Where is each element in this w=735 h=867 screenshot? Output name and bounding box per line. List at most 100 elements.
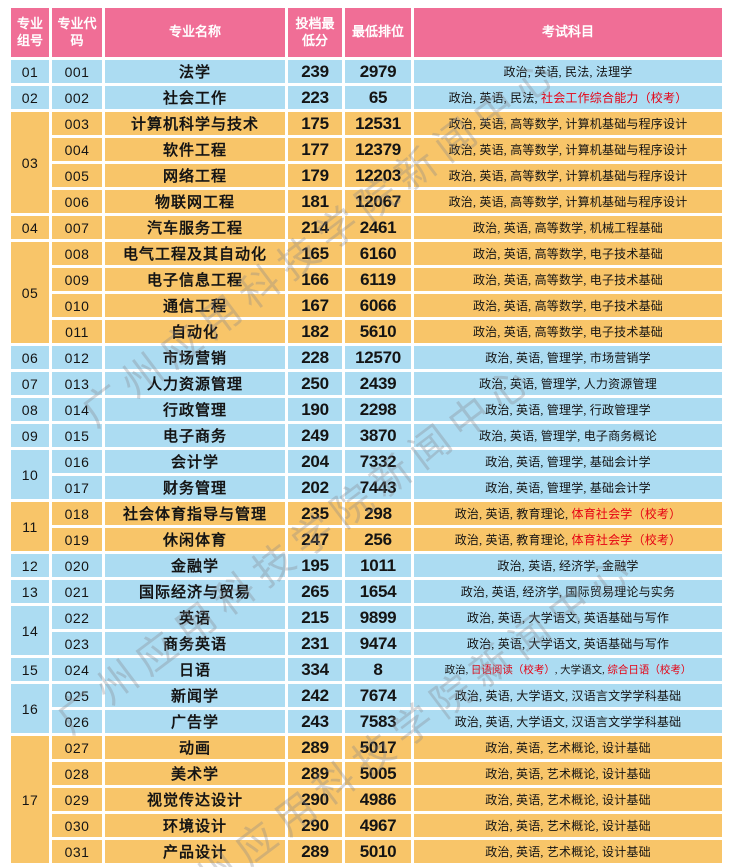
- major-code-cell: 018: [52, 502, 102, 525]
- min-score-cell: 242: [288, 684, 342, 707]
- group-number-cell: 09: [11, 424, 49, 447]
- min-rank-cell: 5017: [345, 736, 411, 759]
- min-rank-cell: 6160: [345, 242, 411, 265]
- major-code-cell: 014: [52, 398, 102, 421]
- exam-subjects-cell: 政治, 日语阅读（校考）, 大学语文, 综合日语（校考）: [414, 658, 722, 681]
- exam-subjects-cell: 政治, 英语, 民法, 社会工作综合能力（校考）: [414, 86, 722, 109]
- major-name-cell: 会计学: [105, 450, 285, 473]
- major-name-cell: 电子商务: [105, 424, 285, 447]
- min-score-cell: 182: [288, 320, 342, 343]
- min-rank-cell: 6119: [345, 268, 411, 291]
- major-code-cell: 020: [52, 554, 102, 577]
- exam-subjects-cell: 政治, 英语, 高等数学, 计算机基础与程序设计: [414, 190, 722, 213]
- min-score-cell: 289: [288, 840, 342, 863]
- subject-segment: 政治, 英语, 民法,: [448, 91, 541, 105]
- major-name-cell: 视觉传达设计: [105, 788, 285, 811]
- subject-segment: 政治, 英语, 大学语文, 英语基础与写作: [466, 637, 670, 651]
- exam-subjects-cell: 政治, 英语, 高等数学, 电子技术基础: [414, 268, 722, 291]
- min-score-cell: 166: [288, 268, 342, 291]
- table-row: 011 自动化 182 5610 政治, 英语, 高等数学, 电子技术基础: [11, 320, 722, 343]
- major-code-cell: 023: [52, 632, 102, 655]
- table-row: 02 002 社会工作 223 65 政治, 英语, 民法, 社会工作综合能力（校考）: [11, 86, 722, 109]
- table-header: 专业 组号 专业代 码 专业名称 投档最 低分 最低排位 考试科目: [11, 8, 722, 57]
- min-rank-cell: 12379: [345, 138, 411, 161]
- major-code-cell: 011: [52, 320, 102, 343]
- exam-subjects-cell: 政治, 英语, 高等数学, 计算机基础与程序设计: [414, 138, 722, 161]
- major-name-cell: 网络工程: [105, 164, 285, 187]
- major-name-cell: 计算机科学与技术: [105, 112, 285, 135]
- min-rank-cell: 9899: [345, 606, 411, 629]
- exam-subjects-cell: 政治, 英语, 艺术概论, 设计基础: [414, 814, 722, 837]
- major-code-cell: 009: [52, 268, 102, 291]
- min-rank-cell: 8: [345, 658, 411, 681]
- subject-segment: 政治, 英语, 高等数学, 计算机基础与程序设计: [448, 117, 688, 131]
- group-number-cell: 11: [11, 502, 49, 551]
- major-name-cell: 电气工程及其自动化: [105, 242, 285, 265]
- exam-subjects-cell: 政治, 英语, 经济学, 金融学: [414, 554, 722, 577]
- table-row: 06 012 市场营销 228 12570 政治, 英语, 管理学, 市场营销学: [11, 346, 722, 369]
- col-header-major-name: 专业名称: [105, 8, 285, 57]
- min-score-cell: 243: [288, 710, 342, 733]
- table-body: 01 001 法学 239 2979 政治, 英语, 民法, 法理学 02 002 社会工作 22…: [11, 60, 722, 863]
- major-name-cell: 法学: [105, 60, 285, 83]
- min-score-cell: 334: [288, 658, 342, 681]
- major-name-cell: 市场营销: [105, 346, 285, 369]
- table-row: 13 021 国际经济与贸易 265 1654 政治, 英语, 经济学, 国际贸易理论与实…: [11, 580, 722, 603]
- exam-subjects-cell: 政治, 英语, 教育理论, 体育社会学（校考）: [414, 502, 722, 525]
- min-rank-cell: 12570: [345, 346, 411, 369]
- min-score-cell: 249: [288, 424, 342, 447]
- min-rank-cell: 1654: [345, 580, 411, 603]
- table-row: 11 018 社会体育指导与管理 235 298 政治, 英语, 教育理论, 体育社会学（…: [11, 502, 722, 551]
- subject-segment: 政治, 英语, 管理学, 基础会计学: [485, 481, 651, 495]
- min-score-cell: 289: [288, 736, 342, 759]
- subject-segment-campus-exam: 日语阅读（校考）: [470, 665, 555, 676]
- subject-segment: 政治, 英语, 管理学, 人力资源管理: [479, 377, 657, 391]
- major-code-cell: 002: [52, 86, 102, 109]
- min-rank-cell: 5005: [345, 762, 411, 785]
- major-code-cell: 027: [52, 736, 102, 759]
- subject-segment-campus-exam: 社会工作综合能力（校考）: [541, 91, 688, 105]
- subject-segment: 政治, 英语, 大学语文, 英语基础与写作: [466, 611, 670, 625]
- group-number-cell: 12: [11, 554, 49, 577]
- major-code-cell: 010: [52, 294, 102, 317]
- col-header-major-code: 专业代 码: [52, 8, 102, 57]
- col-header-min-score: 投档最 低分: [288, 8, 342, 57]
- min-score-cell: 223: [288, 86, 342, 109]
- min-score-cell: 228: [288, 346, 342, 369]
- exam-subjects-cell: 政治, 英语, 大学语文, 英语基础与写作: [414, 632, 722, 655]
- subject-segment: 政治,: [444, 665, 471, 676]
- major-name-cell: 电子信息工程: [105, 268, 285, 291]
- min-rank-cell: 256: [345, 528, 411, 551]
- min-score-cell: 247: [288, 528, 342, 551]
- subject-segment: 政治, 英语, 管理学, 市场营销学: [485, 351, 651, 365]
- subject-segment: 政治, 英语, 高等数学, 机械工程基础: [472, 221, 663, 235]
- min-score-cell: 202: [288, 476, 342, 499]
- col-header-group-number: 专业 组号: [11, 8, 49, 57]
- table-row: 10 016 会计学 204 7332 政治, 英语, 管理学, 基础会计学: [11, 450, 722, 499]
- major-name-cell: 自动化: [105, 320, 285, 343]
- header-row: 专业 组号 专业代 码 专业名称 投档最 低分 最低排位 考试科目: [11, 8, 722, 57]
- exam-subjects-cell: 政治, 英语, 大学语文, 汉语言文学学科基础: [414, 710, 722, 733]
- major-name-cell: 财务管理: [105, 476, 285, 499]
- subject-segment: 政治, 英语, 艺术概论, 设计基础: [485, 819, 651, 833]
- exam-subjects-cell: 政治, 英语, 教育理论, 体育社会学（校考）: [414, 528, 722, 551]
- major-name-cell: 商务英语: [105, 632, 285, 655]
- exam-subjects-cell: 政治, 英语, 艺术概论, 设计基础: [414, 762, 722, 785]
- major-code-cell: 028: [52, 762, 102, 785]
- group-number-cell: 13: [11, 580, 49, 603]
- major-name-cell: 日语: [105, 658, 285, 681]
- table-row: 16 025 新闻学 242 7674 政治, 英语, 大学语文, 汉语言文学学科基础: [11, 684, 722, 733]
- exam-subjects-cell: 政治, 英语, 管理学, 人力资源管理: [414, 372, 722, 395]
- min-rank-cell: 12067: [345, 190, 411, 213]
- table-row: 005 网络工程 179 12203 政治, 英语, 高等数学, 计算机基础与程序设计: [11, 164, 722, 187]
- table-row: 028 美术学 289 5005 政治, 英语, 艺术概论, 设计基础: [11, 762, 722, 785]
- min-rank-cell: 65: [345, 86, 411, 109]
- major-code-cell: 026: [52, 710, 102, 733]
- min-rank-cell: 12203: [345, 164, 411, 187]
- major-name-cell: 通信工程: [105, 294, 285, 317]
- table-row: 019 休闲体育 247 256 政治, 英语, 教育理论, 体育社会学（校考）: [11, 528, 722, 551]
- major-code-cell: 006: [52, 190, 102, 213]
- exam-subjects-cell: 政治, 英语, 经济学, 国际贸易理论与实务: [414, 580, 722, 603]
- major-code-cell: 015: [52, 424, 102, 447]
